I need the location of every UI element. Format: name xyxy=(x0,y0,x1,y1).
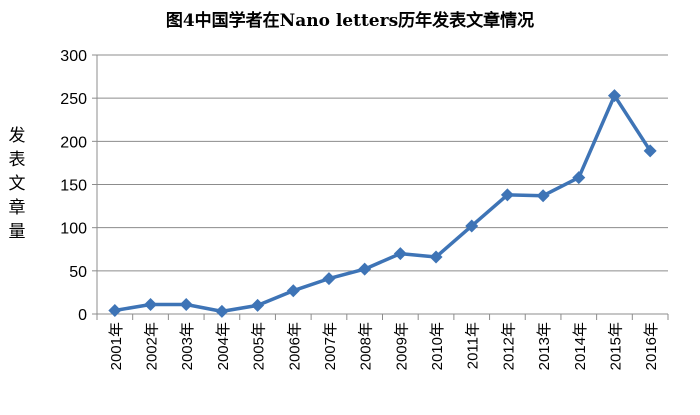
x-tick-label: 2014年 xyxy=(572,322,589,370)
y-tick-label: 250 xyxy=(60,91,87,108)
data-point-marker xyxy=(465,219,479,233)
x-tick-label: 2010年 xyxy=(429,322,446,370)
data-point-marker xyxy=(358,262,372,276)
y-tick-label: 100 xyxy=(60,221,87,238)
x-tick-label: 2011年 xyxy=(465,322,482,369)
x-tick-label: 2007年 xyxy=(322,322,339,370)
data-point-marker xyxy=(500,188,514,202)
x-tick-label: 2002年 xyxy=(144,322,161,370)
data-point-marker xyxy=(286,284,300,298)
y-tick-label: 0 xyxy=(78,307,87,324)
x-tick-label: 2005年 xyxy=(251,322,268,370)
data-point-marker xyxy=(144,298,158,312)
axes xyxy=(92,54,669,320)
data-point-marker xyxy=(251,298,265,312)
data-point-marker xyxy=(215,304,229,318)
series-line xyxy=(114,93,652,314)
x-tick-label: 2012年 xyxy=(500,322,517,370)
data-point-marker xyxy=(179,298,193,312)
chart-title: 图4中国学者在Nano letters历年发表文章情况 xyxy=(165,11,535,31)
x-tick-label: 2016年 xyxy=(643,322,660,370)
x-tick-labels: 2001年 2002年 2003年 2004年 2005年 2006年 2007年 2008年… xyxy=(108,322,660,370)
y-tick-label: 50 xyxy=(69,264,87,281)
data-point-marker xyxy=(536,189,550,203)
x-tick-label: 2013年 xyxy=(536,322,553,370)
x-tick-label: 2015年 xyxy=(607,322,624,370)
data-point-marker xyxy=(108,304,122,318)
x-tick-label: 2004年 xyxy=(215,322,232,370)
data-point-marker xyxy=(643,144,657,158)
series xyxy=(108,89,657,318)
gridlines xyxy=(97,54,668,272)
y-tick-label: 200 xyxy=(60,134,87,151)
y-axis-label: 发表文章量 xyxy=(8,126,26,242)
x-tick-label: 2009年 xyxy=(393,322,410,370)
data-point-marker xyxy=(607,89,621,103)
x-tick-label: 2003年 xyxy=(179,322,196,370)
y-tick-label: 150 xyxy=(60,178,87,195)
data-point-marker xyxy=(572,171,586,185)
x-tick-label: 2006年 xyxy=(286,322,303,370)
data-point-marker xyxy=(322,272,336,286)
x-tick-label: 2008年 xyxy=(358,322,375,370)
data-point-marker xyxy=(429,250,443,264)
x-tick-label: 2001年 xyxy=(108,322,125,370)
y-tick-labels: 0 50 100 150 200 250 300 xyxy=(60,48,87,324)
y-tick-label: 300 xyxy=(60,48,87,65)
data-point-marker xyxy=(393,247,407,261)
